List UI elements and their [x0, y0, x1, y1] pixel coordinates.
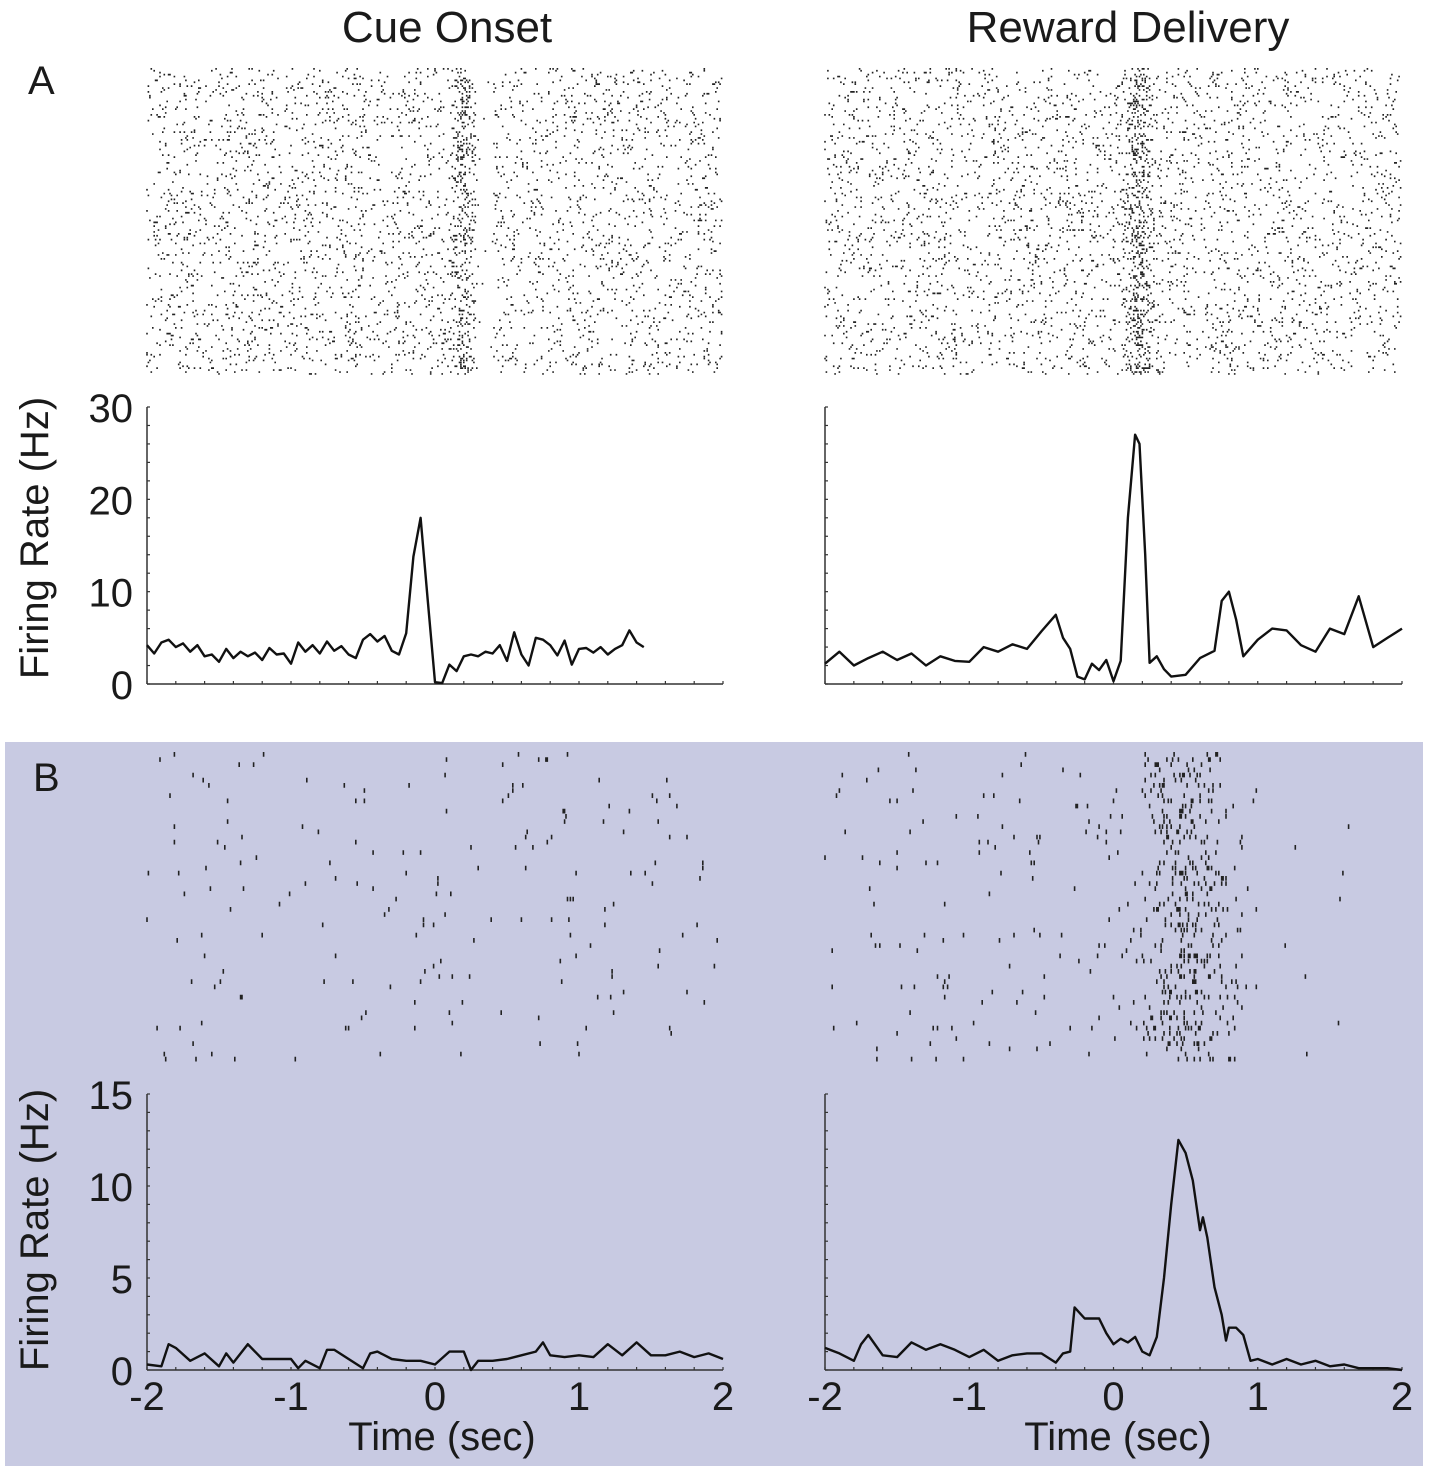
- y-tick-label: 10: [89, 572, 134, 616]
- raster-spikes: [146, 752, 718, 1062]
- x-tick-label: 1: [568, 1375, 590, 1419]
- raster-spikes: [824, 752, 1350, 1062]
- x-tick-label: 2: [1391, 1375, 1413, 1419]
- psth-traces: [146, 433, 1403, 1372]
- x-tick-label: 0: [424, 1375, 446, 1419]
- psth-line: [824, 1138, 1403, 1372]
- y-tick-label: 30: [89, 387, 134, 431]
- panel-label-b: B: [33, 756, 60, 800]
- x-tick-label: 0: [1102, 1375, 1124, 1419]
- column-title-reward-delivery: Reward Delivery: [967, 3, 1290, 52]
- y-tick-label: 0: [111, 1350, 133, 1394]
- y-tick-label: 5: [111, 1258, 133, 1302]
- x-tick-label: -2: [129, 1375, 165, 1419]
- y-tick-label: 0: [111, 664, 133, 708]
- psth-line: [146, 1341, 724, 1372]
- psth-axes: 0 10 20 30 0 5 10 15 -2 -1 0 1 2 -2 -1 0 1 2: [89, 387, 1414, 1419]
- x-axis-label-left: Time (sec): [348, 1415, 535, 1459]
- column-title-cue-onset: Cue Onset: [342, 3, 552, 52]
- x-tick-label: -1: [951, 1375, 987, 1419]
- y-tick-label: 15: [89, 1074, 134, 1118]
- y-tick-label: 10: [89, 1166, 134, 1210]
- psth-line: [146, 516, 645, 685]
- panel-label-a: A: [28, 59, 55, 103]
- y-tick-label: 20: [89, 479, 134, 523]
- raster-spikes: [146, 68, 723, 375]
- x-tick-label: 1: [1247, 1375, 1269, 1419]
- x-tick-label: -2: [807, 1375, 843, 1419]
- psth-line: [824, 433, 1403, 683]
- raster-plots: [146, 68, 1402, 1062]
- x-tick-label: -1: [273, 1375, 309, 1419]
- x-axis-label-right: Time (sec): [1024, 1415, 1211, 1459]
- y-axis-label-a: Firing Rate (Hz): [13, 397, 57, 679]
- raster-spikes: [824, 68, 1402, 375]
- y-axis-label-b: Firing Rate (Hz): [13, 1089, 57, 1371]
- x-tick-label: 2: [712, 1375, 734, 1419]
